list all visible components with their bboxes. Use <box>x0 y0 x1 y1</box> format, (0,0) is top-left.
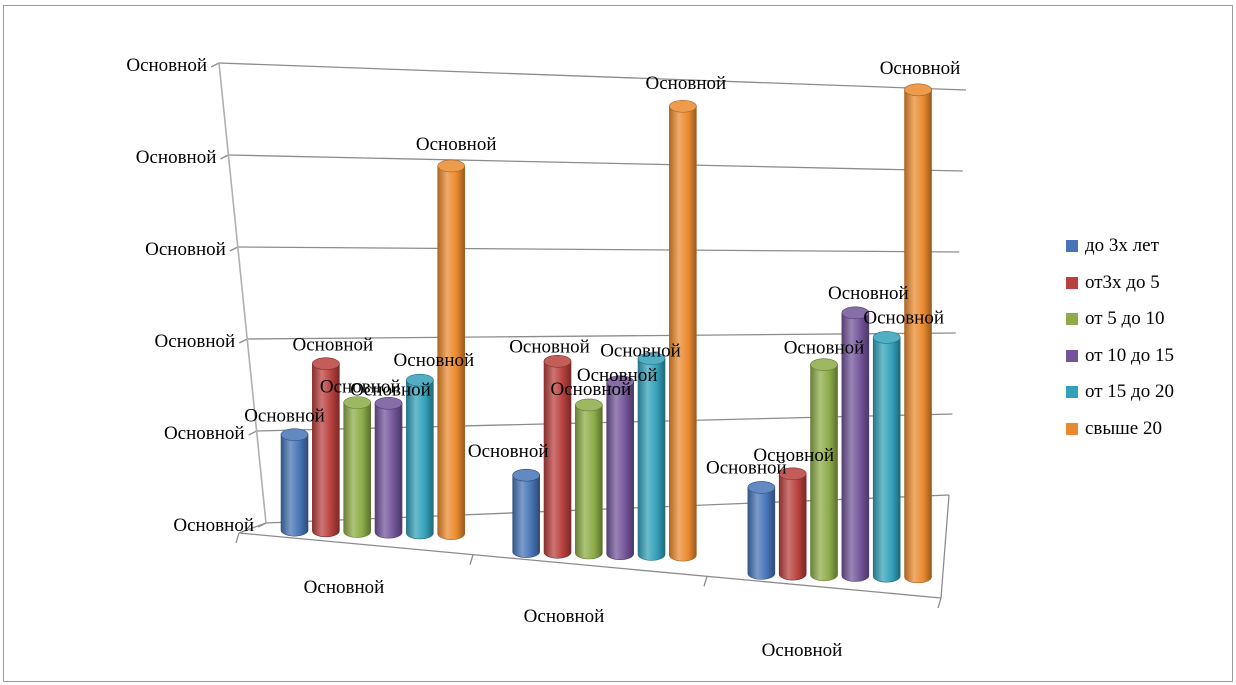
bar <box>606 375 634 560</box>
chart-frame: Основной Основной Основной Основной Основной… <box>3 5 1233 682</box>
left-wall-edge <box>218 62 267 524</box>
floor-right-edge <box>940 494 950 599</box>
gridline <box>237 246 960 253</box>
y-tick-label: Основной <box>155 331 236 352</box>
bar <box>575 398 603 560</box>
data-label: Основной <box>646 73 727 94</box>
legend: до 3х лет от3х до 5 от 5 до 10 от 10 до 15 о… <box>1066 228 1174 447</box>
bar <box>543 354 572 559</box>
bar <box>778 467 807 581</box>
bar <box>747 481 776 580</box>
legend-item: свыше 20 <box>1066 411 1174 448</box>
bar <box>841 306 870 582</box>
x-tick-mark <box>469 554 474 565</box>
bar <box>904 83 932 584</box>
bar <box>406 373 434 540</box>
y-tick-label: Основной <box>136 147 217 168</box>
data-label: Основной <box>293 335 374 356</box>
cylinder-bar-chart: ОсновнойОсновнойОсновнойОсновнойОсновной… <box>126 55 967 661</box>
x-tick-label: Основной <box>762 640 843 661</box>
data-label: Основной <box>706 457 787 478</box>
bars-layer <box>280 83 932 584</box>
gridline <box>247 332 956 340</box>
y-tick-label: Основной <box>145 239 226 260</box>
x-tick-label: Основной <box>304 577 385 598</box>
data-label: Основной <box>600 341 681 362</box>
bar <box>872 331 901 583</box>
legend-label: от 5 до 10 <box>1085 308 1165 330</box>
bar <box>280 428 309 537</box>
bar <box>512 468 540 558</box>
x-tick-label: Основной <box>524 606 605 627</box>
data-label: Основной <box>784 338 865 359</box>
data-label: Основной <box>753 445 834 466</box>
y-tick-label: Основной <box>173 515 254 536</box>
data-label: Основной <box>551 379 632 400</box>
legend-swatch <box>1066 422 1078 435</box>
bar <box>312 357 340 538</box>
gridline <box>218 62 967 91</box>
legend-label: от 15 до 20 <box>1085 381 1174 403</box>
data-label: Основной <box>577 365 658 386</box>
x-tick-mark <box>937 597 942 609</box>
floor-left-edge <box>238 522 267 534</box>
legend-item: от 15 до 20 <box>1066 374 1174 411</box>
legend-item: до 3х лет <box>1066 228 1174 265</box>
legend-label: от3х до 5 <box>1085 271 1160 293</box>
data-label: Основной <box>468 441 549 462</box>
labels-layer: ОсновнойОсновнойОсновнойОсновнойОсновной… <box>126 55 960 661</box>
data-label: Основной <box>416 134 497 155</box>
legend-swatch <box>1066 313 1078 326</box>
legend-swatch <box>1066 386 1078 399</box>
bar <box>374 397 403 539</box>
legend-swatch <box>1066 276 1078 289</box>
y-tick-label: Основной <box>164 423 245 444</box>
data-label: Основной <box>828 283 909 304</box>
bar <box>637 352 666 561</box>
legend-item: от3х до 5 <box>1066 265 1174 302</box>
bar <box>810 358 838 582</box>
legend-swatch <box>1066 240 1078 253</box>
y-tick-mark <box>238 338 248 344</box>
legend-swatch <box>1066 349 1078 362</box>
data-label: Основной <box>394 350 475 371</box>
bar <box>343 396 371 538</box>
y-tick-mark <box>248 430 257 436</box>
y-tick-mark <box>229 246 239 252</box>
data-label: Основной <box>350 379 431 400</box>
gridline <box>228 154 963 172</box>
x-tick-mark <box>703 576 708 587</box>
legend-item: от 5 до 10 <box>1066 301 1174 338</box>
y-tick-label: Основной <box>126 55 207 76</box>
x-axis <box>238 532 942 599</box>
legend-label: до 3х лет <box>1085 235 1159 257</box>
data-label: Основной <box>880 58 961 79</box>
data-label: Основной <box>244 406 325 427</box>
data-label: Основной <box>320 377 401 398</box>
legend-item: от 10 до 15 <box>1066 338 1174 375</box>
bar <box>669 99 697 562</box>
gridlines <box>210 62 967 609</box>
bar <box>437 159 466 540</box>
data-label: Основной <box>863 307 944 328</box>
y-tick-mark <box>220 154 229 160</box>
x-tick-mark <box>235 532 240 544</box>
legend-label: свыше 20 <box>1085 417 1162 439</box>
data-label: Основной <box>509 336 590 357</box>
legend-label: от 10 до 15 <box>1085 344 1174 366</box>
y-tick-mark <box>210 62 220 68</box>
